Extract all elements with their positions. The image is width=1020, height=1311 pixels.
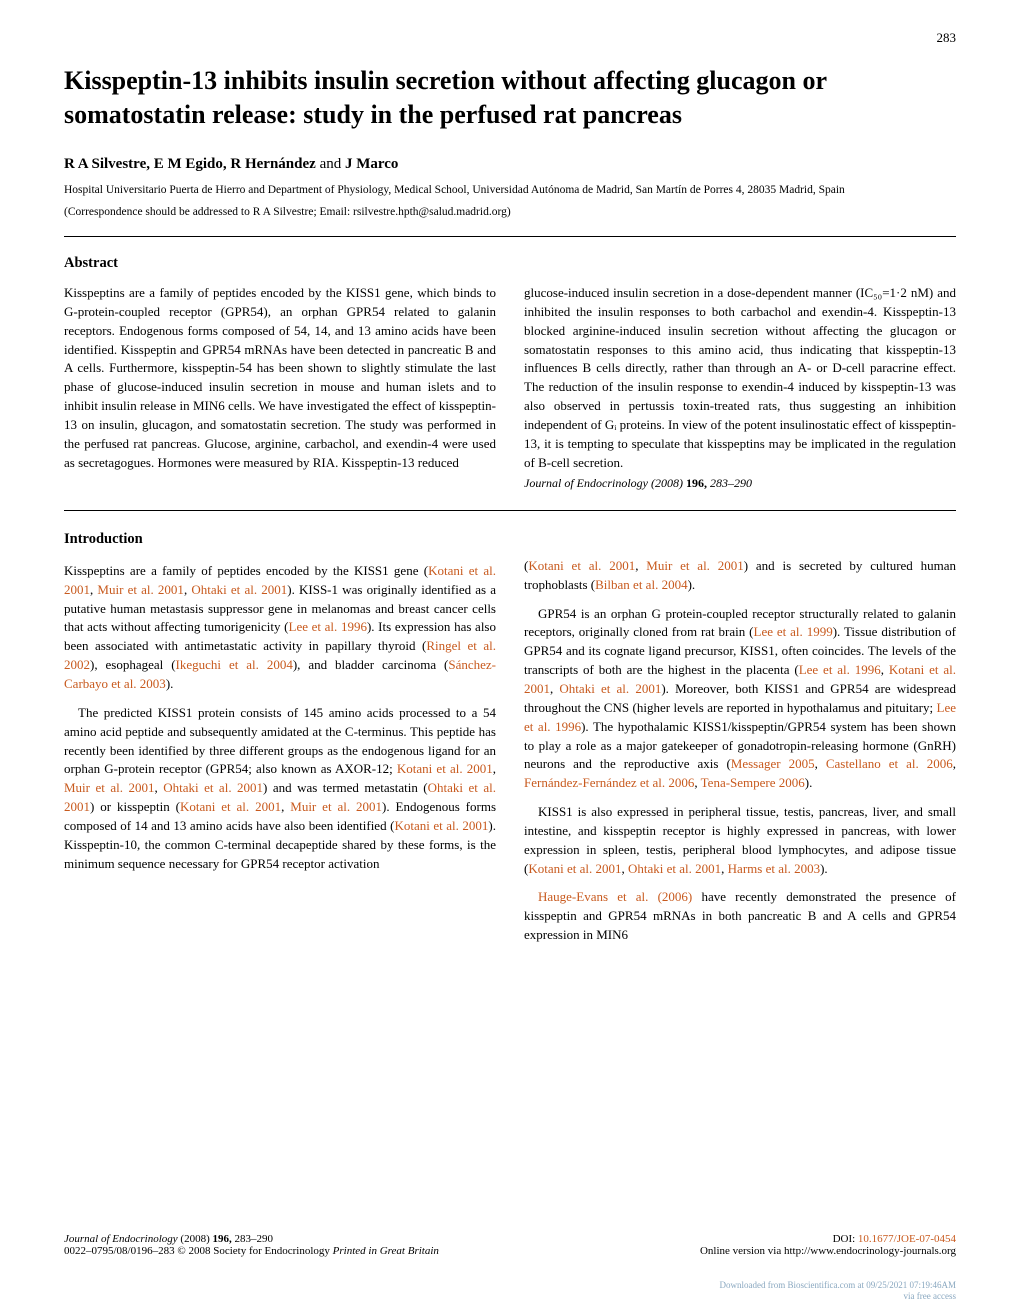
t: ). xyxy=(820,861,828,876)
abstract-right-col: glucose-induced insulin secretion in a d… xyxy=(524,284,956,492)
intro-right-p3: KISS1 is also expressed in peripheral ti… xyxy=(524,803,956,878)
t: ), and bladder carcinoma ( xyxy=(293,657,449,672)
rule-mid xyxy=(64,510,956,511)
t: , xyxy=(281,799,290,814)
ref-link[interactable]: Tena-Sempere 2006 xyxy=(701,775,805,790)
rule-top xyxy=(64,236,956,237)
ref-link[interactable]: Lee et al. 1999 xyxy=(754,624,833,639)
intro-heading: Introduction xyxy=(64,529,496,550)
ref-link[interactable]: Kotani et al. 2001 xyxy=(180,799,281,814)
authors-and: and xyxy=(316,156,345,172)
ref-link[interactable]: Fernández-Fernández et al. 2006 xyxy=(524,775,694,790)
intro-right-p4: Hauge-Evans et al. (2006) have recently … xyxy=(524,888,956,945)
t: , xyxy=(953,756,956,771)
ref-link[interactable]: Kotani et al. 2001 xyxy=(397,761,493,776)
download-line2: via free access xyxy=(720,1291,956,1303)
abstract-citation-year: (2008) xyxy=(648,476,686,490)
ref-link[interactable]: Ohtaki et al. 2001 xyxy=(163,780,263,795)
intro-left-p1: Kisspeptins are a family of peptides enc… xyxy=(64,562,496,694)
ref-link[interactable]: Lee et al. 1996 xyxy=(799,662,881,677)
ref-link[interactable]: Ohtaki et al. 2001 xyxy=(628,861,721,876)
ref-link[interactable]: Kotani et al. 2001 xyxy=(394,818,488,833)
footer-online: Online version via http://www.endocrinol… xyxy=(700,1245,956,1257)
t: Kisspeptins are a family of peptides enc… xyxy=(64,563,428,578)
ref-link[interactable]: Kotani et al. 2001 xyxy=(528,558,635,573)
t: , xyxy=(493,761,496,776)
intro-right-p2: GPR54 is an orphan G protein-coupled rec… xyxy=(524,605,956,793)
ref-link[interactable]: Muir et al. 2001 xyxy=(97,582,184,597)
intro-left-p2: The predicted KISS1 protein consists of … xyxy=(64,704,496,874)
ref-link[interactable]: Muir et al. 2001 xyxy=(64,780,154,795)
download-note: Downloaded from Bioscientifica.com at 09… xyxy=(720,1280,956,1303)
ref-link[interactable]: Messager 2005 xyxy=(731,756,815,771)
page-footer: Journal of Endocrinology (2008) 196, 283… xyxy=(64,1233,956,1257)
footer-doi-link[interactable]: 10.1677/JOE-07-0454 xyxy=(858,1233,956,1245)
authors-main: R A Silvestre, E M Egido, R Hernández xyxy=(64,156,316,172)
authors-line: R A Silvestre, E M Egido, R Hernández an… xyxy=(64,156,956,173)
footer-year: (2008) xyxy=(178,1233,213,1245)
footer-right: DOI: 10.1677/JOE-07-0454 Online version … xyxy=(700,1233,956,1257)
t: , xyxy=(881,662,889,677)
abstract-citation-vol: 196, xyxy=(686,476,707,490)
t: , xyxy=(635,558,646,573)
t: , xyxy=(815,756,826,771)
ref-link[interactable]: Muir et al. 2001 xyxy=(290,799,382,814)
ref-link[interactable]: Ikeguchi et al. 2004 xyxy=(176,657,293,672)
ref-link[interactable]: Muir et al. 2001 xyxy=(646,558,743,573)
ref-link[interactable]: Lee et al. 1996 xyxy=(289,619,367,634)
footer-pages: 283–290 xyxy=(232,1233,273,1245)
footer-left: Journal of Endocrinology (2008) 196, 283… xyxy=(64,1233,439,1257)
footer-doi-label: DOI: xyxy=(833,1233,858,1245)
t: ) or kisspeptin ( xyxy=(90,799,180,814)
download-line1: Downloaded from Bioscientifica.com at 09… xyxy=(720,1280,956,1292)
footer-printed: Printed in Great Britain xyxy=(333,1245,439,1257)
ref-link[interactable]: Bilban et al. 2004 xyxy=(595,577,687,592)
t: ). xyxy=(688,577,696,592)
t: , xyxy=(154,780,163,795)
abstract-columns: Kisspeptins are a family of peptides enc… xyxy=(64,284,956,492)
introduction-section: Introduction Kisspeptins are a family of… xyxy=(64,529,956,955)
t: , xyxy=(550,681,559,696)
ref-link[interactable]: Ohtaki et al. 2001 xyxy=(559,681,661,696)
footer-copyright: 0022–0795/08/0196–283 © 2008 Society for… xyxy=(64,1245,333,1257)
t: ). xyxy=(805,775,813,790)
page-number: 283 xyxy=(937,30,957,46)
intro-right-col: (Kotani et al. 2001, Muir et al. 2001) a… xyxy=(524,529,956,955)
ref-link[interactable]: Kotani et al. 2001 xyxy=(528,861,621,876)
abstract-right-text: glucose-induced insulin secretion in a d… xyxy=(524,285,956,470)
t: ) and was termed metastatin ( xyxy=(263,780,428,795)
t: ), esophageal ( xyxy=(90,657,176,672)
abstract-left-text: Kisspeptins are a family of peptides enc… xyxy=(64,285,496,470)
footer-journal: Journal of Endocrinology xyxy=(64,1233,178,1245)
ref-link[interactable]: Castellano et al. 2006 xyxy=(826,756,953,771)
ref-link[interactable]: Harms et al. 2003 xyxy=(728,861,820,876)
correspondence: (Correspondence should be addressed to R… xyxy=(64,206,956,218)
abstract-left-col: Kisspeptins are a family of peptides enc… xyxy=(64,284,496,492)
article-title: Kisspeptin-13 inhibits insulin secretion… xyxy=(64,64,956,132)
abstract-heading: Abstract xyxy=(64,255,956,272)
abstract-citation-journal: Journal of Endocrinology xyxy=(524,476,648,490)
abstract-citation-pages: 283–290 xyxy=(707,476,752,490)
abstract-citation: Journal of Endocrinology (2008) 196, 283… xyxy=(524,475,956,492)
affiliation: Hospital Universitario Puerta de Hierro … xyxy=(64,183,956,199)
intro-right-p1: (Kotani et al. 2001, Muir et al. 2001) a… xyxy=(524,557,956,595)
intro-left-col: Introduction Kisspeptins are a family of… xyxy=(64,529,496,955)
ref-link[interactable]: Hauge-Evans et al. (2006) xyxy=(538,889,692,904)
footer-vol: 196, xyxy=(212,1233,231,1245)
authors-last: J Marco xyxy=(345,156,398,172)
t: ). xyxy=(166,676,174,691)
ref-link[interactable]: Ohtaki et al. 2001 xyxy=(191,582,287,597)
